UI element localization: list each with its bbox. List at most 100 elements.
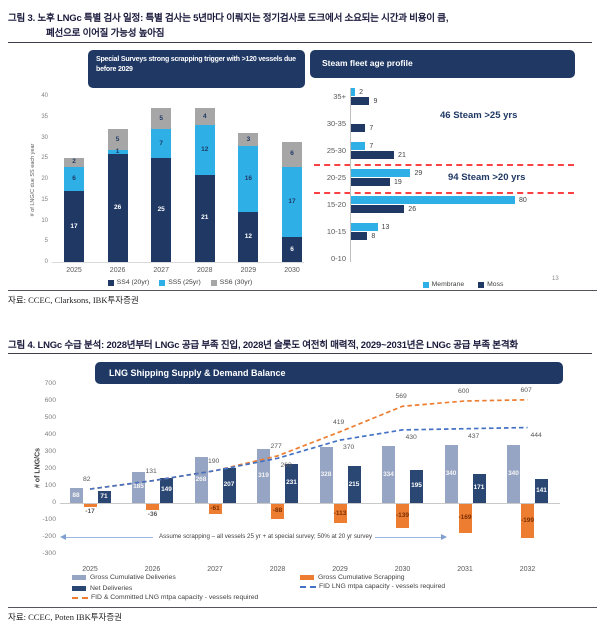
line-value-label: 419 (333, 418, 345, 426)
figure4-source: 자료: CCEC, Poten IBK투자증권 (8, 612, 122, 622)
bar-value-label: 26 (408, 205, 417, 213)
y-axis-tick: 400 (44, 431, 56, 438)
bar-value-label: 6 (290, 150, 294, 158)
bar (351, 196, 515, 204)
color-swatch-icon (422, 281, 429, 288)
y-axis-tick: 100 (44, 482, 56, 489)
bar-segment (151, 129, 172, 159)
chart2-annotation-46-steam: 46 Steam >25 yrs (440, 110, 518, 121)
bar (146, 504, 159, 511)
category-label: 0-10 (330, 254, 346, 263)
y-axis-tick: -300 (42, 550, 56, 557)
bar-value-label: 88 (72, 491, 80, 499)
y-axis-tick: 20 (41, 176, 48, 182)
bar-value-label: 4 (202, 112, 207, 120)
bar-value-label: -139 (395, 511, 409, 519)
bar-value-label: 207 (223, 481, 235, 489)
bar (351, 142, 366, 150)
y-axis-tick: -100 (42, 516, 56, 523)
bar-value-label: 21 (201, 214, 209, 222)
bar-value-label: 319 (258, 471, 269, 479)
y-axis-tick: 600 (44, 397, 56, 404)
annotation-arrow-line-left (66, 536, 153, 538)
annotation-arrow-line-right (375, 536, 441, 538)
bar-value-label: -36 (147, 511, 158, 519)
line-value-label: 131 (145, 467, 157, 475)
bar-value-label: 17 (288, 197, 296, 205)
bar-segment (238, 133, 259, 146)
bar-value-label: 71 (100, 492, 108, 500)
line-value-label: 430 (405, 433, 417, 441)
y-axis-tick: 200 (44, 465, 56, 472)
bar (333, 504, 347, 524)
figure4-source-divider (8, 607, 597, 608)
line-value-label: 444 (530, 431, 542, 439)
chart1-legend: SS4 (20yr) SS5 (25yr) SS6 (30yr) (56, 279, 304, 286)
bar (271, 504, 284, 519)
line-value-label: 190 (208, 457, 220, 465)
chart3-legend-column-2: Gross Cumulative Scrapping FID LNG mtpa c… (300, 572, 445, 590)
category-label: 15-20 (326, 200, 346, 209)
y-axis-tick: 500 (44, 414, 56, 421)
bar-value-label: 334 (383, 470, 394, 478)
bar-segment (64, 191, 84, 262)
bar (351, 88, 356, 96)
color-swatch-icon (478, 281, 485, 288)
bar (208, 504, 222, 515)
bar (351, 151, 395, 159)
bar-value-label: -199 (520, 516, 534, 524)
bar-segment (238, 212, 259, 262)
bar-value-label: -113 (333, 509, 347, 517)
bar-value-label: 6 (72, 175, 76, 182)
figure3-source-divider (8, 290, 597, 291)
legend-label: SS6 (30yr) (219, 279, 253, 286)
bar-segment (282, 141, 302, 167)
left-arrow-icon (60, 533, 66, 540)
dashed-line-swatch-icon (300, 585, 316, 588)
color-swatch-icon (210, 279, 217, 286)
category-label: 25-30 (326, 146, 346, 155)
bar-segment (282, 166, 302, 238)
dashed-line-swatch-icon (72, 596, 88, 599)
right-arrow-icon (441, 533, 447, 540)
bar-value-label: 16 (244, 175, 252, 182)
legend-label: SS4 (20yr) (116, 279, 150, 286)
bar-value-label: 185 (133, 483, 144, 491)
y-axis-tick: 15 (41, 196, 48, 203)
x-axis-tick: 2026 (109, 267, 126, 274)
bar-value-label: 7 (159, 139, 163, 147)
y-axis-tick: 0 (44, 259, 48, 265)
chart2-divider-line-25yr (314, 164, 574, 166)
x-axis-tick: 2025 (66, 267, 82, 274)
bar-segment (107, 154, 128, 262)
color-swatch-icon (72, 575, 86, 580)
legend-label: Moss (487, 281, 504, 288)
bar (69, 488, 83, 503)
bar-value-label: 328 (320, 471, 332, 479)
bar-value-label: 13 (381, 223, 390, 231)
bar-segment (151, 108, 172, 130)
bar-value-label: 141 (536, 487, 547, 494)
bar-value-label: -17 (85, 507, 95, 515)
bar (351, 223, 378, 231)
category-label: 10-15 (326, 227, 346, 236)
legend-item: FID LNG mtpa capacity - vessels required (300, 583, 445, 590)
trend-line (89, 426, 528, 490)
bar-value-label: 149 (161, 486, 172, 494)
y-axis-tick: 300 (44, 448, 56, 455)
bar-value-label: 5 (115, 135, 120, 143)
bar-value-label: 231 (286, 479, 297, 487)
legend-label: Membrane (431, 281, 465, 288)
line-value-label: 600 (458, 388, 470, 395)
category-label: 30-35 (326, 119, 346, 128)
legend-item: Moss (478, 281, 503, 288)
bar-segment (238, 145, 259, 213)
y-axis-tick: 35 (41, 113, 48, 120)
figure4-title-divider (8, 353, 592, 354)
legend-item: SS4 (20yr) (107, 279, 150, 286)
bar-segment (107, 129, 128, 150)
legend-label: FID LNG mtpa capacity - vessels required (319, 583, 446, 590)
x-axis-tick: 2030 (284, 267, 300, 274)
trend-lines-layer (89, 398, 528, 490)
